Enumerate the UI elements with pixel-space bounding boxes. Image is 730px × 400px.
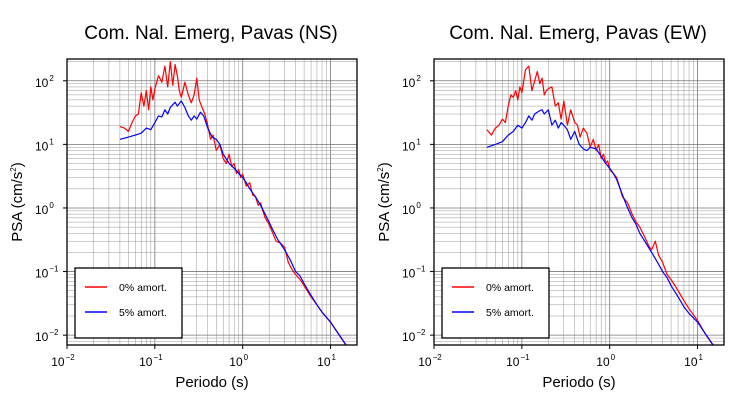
y-tick-label: 10−2 — [35, 328, 59, 344]
legend-label: 0% amort. — [486, 282, 534, 294]
x-tick-label: 100 — [596, 353, 615, 369]
x-axis-label: Periodo (s) — [175, 374, 248, 391]
series-line-undamped — [119, 60, 347, 346]
series-line-damped — [119, 100, 347, 346]
chart-panel-2: Com. Nal. Emerg, Pavas (EW) 10−2 10−1 100 10… — [376, 23, 725, 391]
legend-box — [74, 267, 183, 339]
x-axis-label: Periodo (s) — [542, 374, 615, 391]
y-tick-label: 10−1 — [402, 265, 426, 281]
legend: 0% amort. 5% amort. — [441, 267, 550, 339]
y-tick-label: 102 — [35, 74, 54, 90]
x-tick-label: 10−1 — [506, 353, 530, 369]
y-tick-label: 102 — [402, 74, 421, 90]
legend-label: 5% amort. — [119, 307, 167, 319]
x-tick-label: 10−2 — [418, 353, 442, 369]
x-tick-label: 10−2 — [51, 353, 75, 369]
x-tick-label: 10−1 — [139, 353, 163, 369]
series-line-damped — [486, 109, 714, 346]
chart-title: Com. Nal. Emerg, Pavas (EW) — [449, 23, 707, 44]
y-tick-label: 10−2 — [402, 328, 426, 344]
y-tick-label: 100 — [35, 201, 54, 217]
y-tick-label: 101 — [402, 137, 421, 153]
y-axis-label: PSA (cm/s2) — [376, 162, 393, 241]
legend: 0% amort. 5% amort. — [74, 267, 183, 339]
x-tick-label: 101 — [317, 353, 336, 369]
y-tick-label: 100 — [402, 201, 421, 217]
y-tick-label: 101 — [35, 137, 54, 153]
series-line-undamped — [486, 65, 714, 346]
x-tick-label: 101 — [684, 353, 703, 369]
y-tick-label: 10−1 — [35, 265, 59, 281]
chart-panel-1: Com. Nal. Emerg, Pavas (NS) 10−2 10−1 100 10… — [9, 23, 358, 391]
plot-frame — [433, 58, 725, 346]
legend-label: 0% amort. — [119, 282, 167, 294]
legend-label: 5% amort. — [486, 307, 534, 319]
x-tick-label: 100 — [229, 353, 248, 369]
chart-title: Com. Nal. Emerg, Pavas (NS) — [84, 23, 337, 44]
legend-box — [441, 267, 550, 339]
plot-frame — [66, 58, 358, 346]
y-axis-label: PSA (cm/s2) — [9, 162, 26, 241]
gridlines — [66, 59, 358, 346]
